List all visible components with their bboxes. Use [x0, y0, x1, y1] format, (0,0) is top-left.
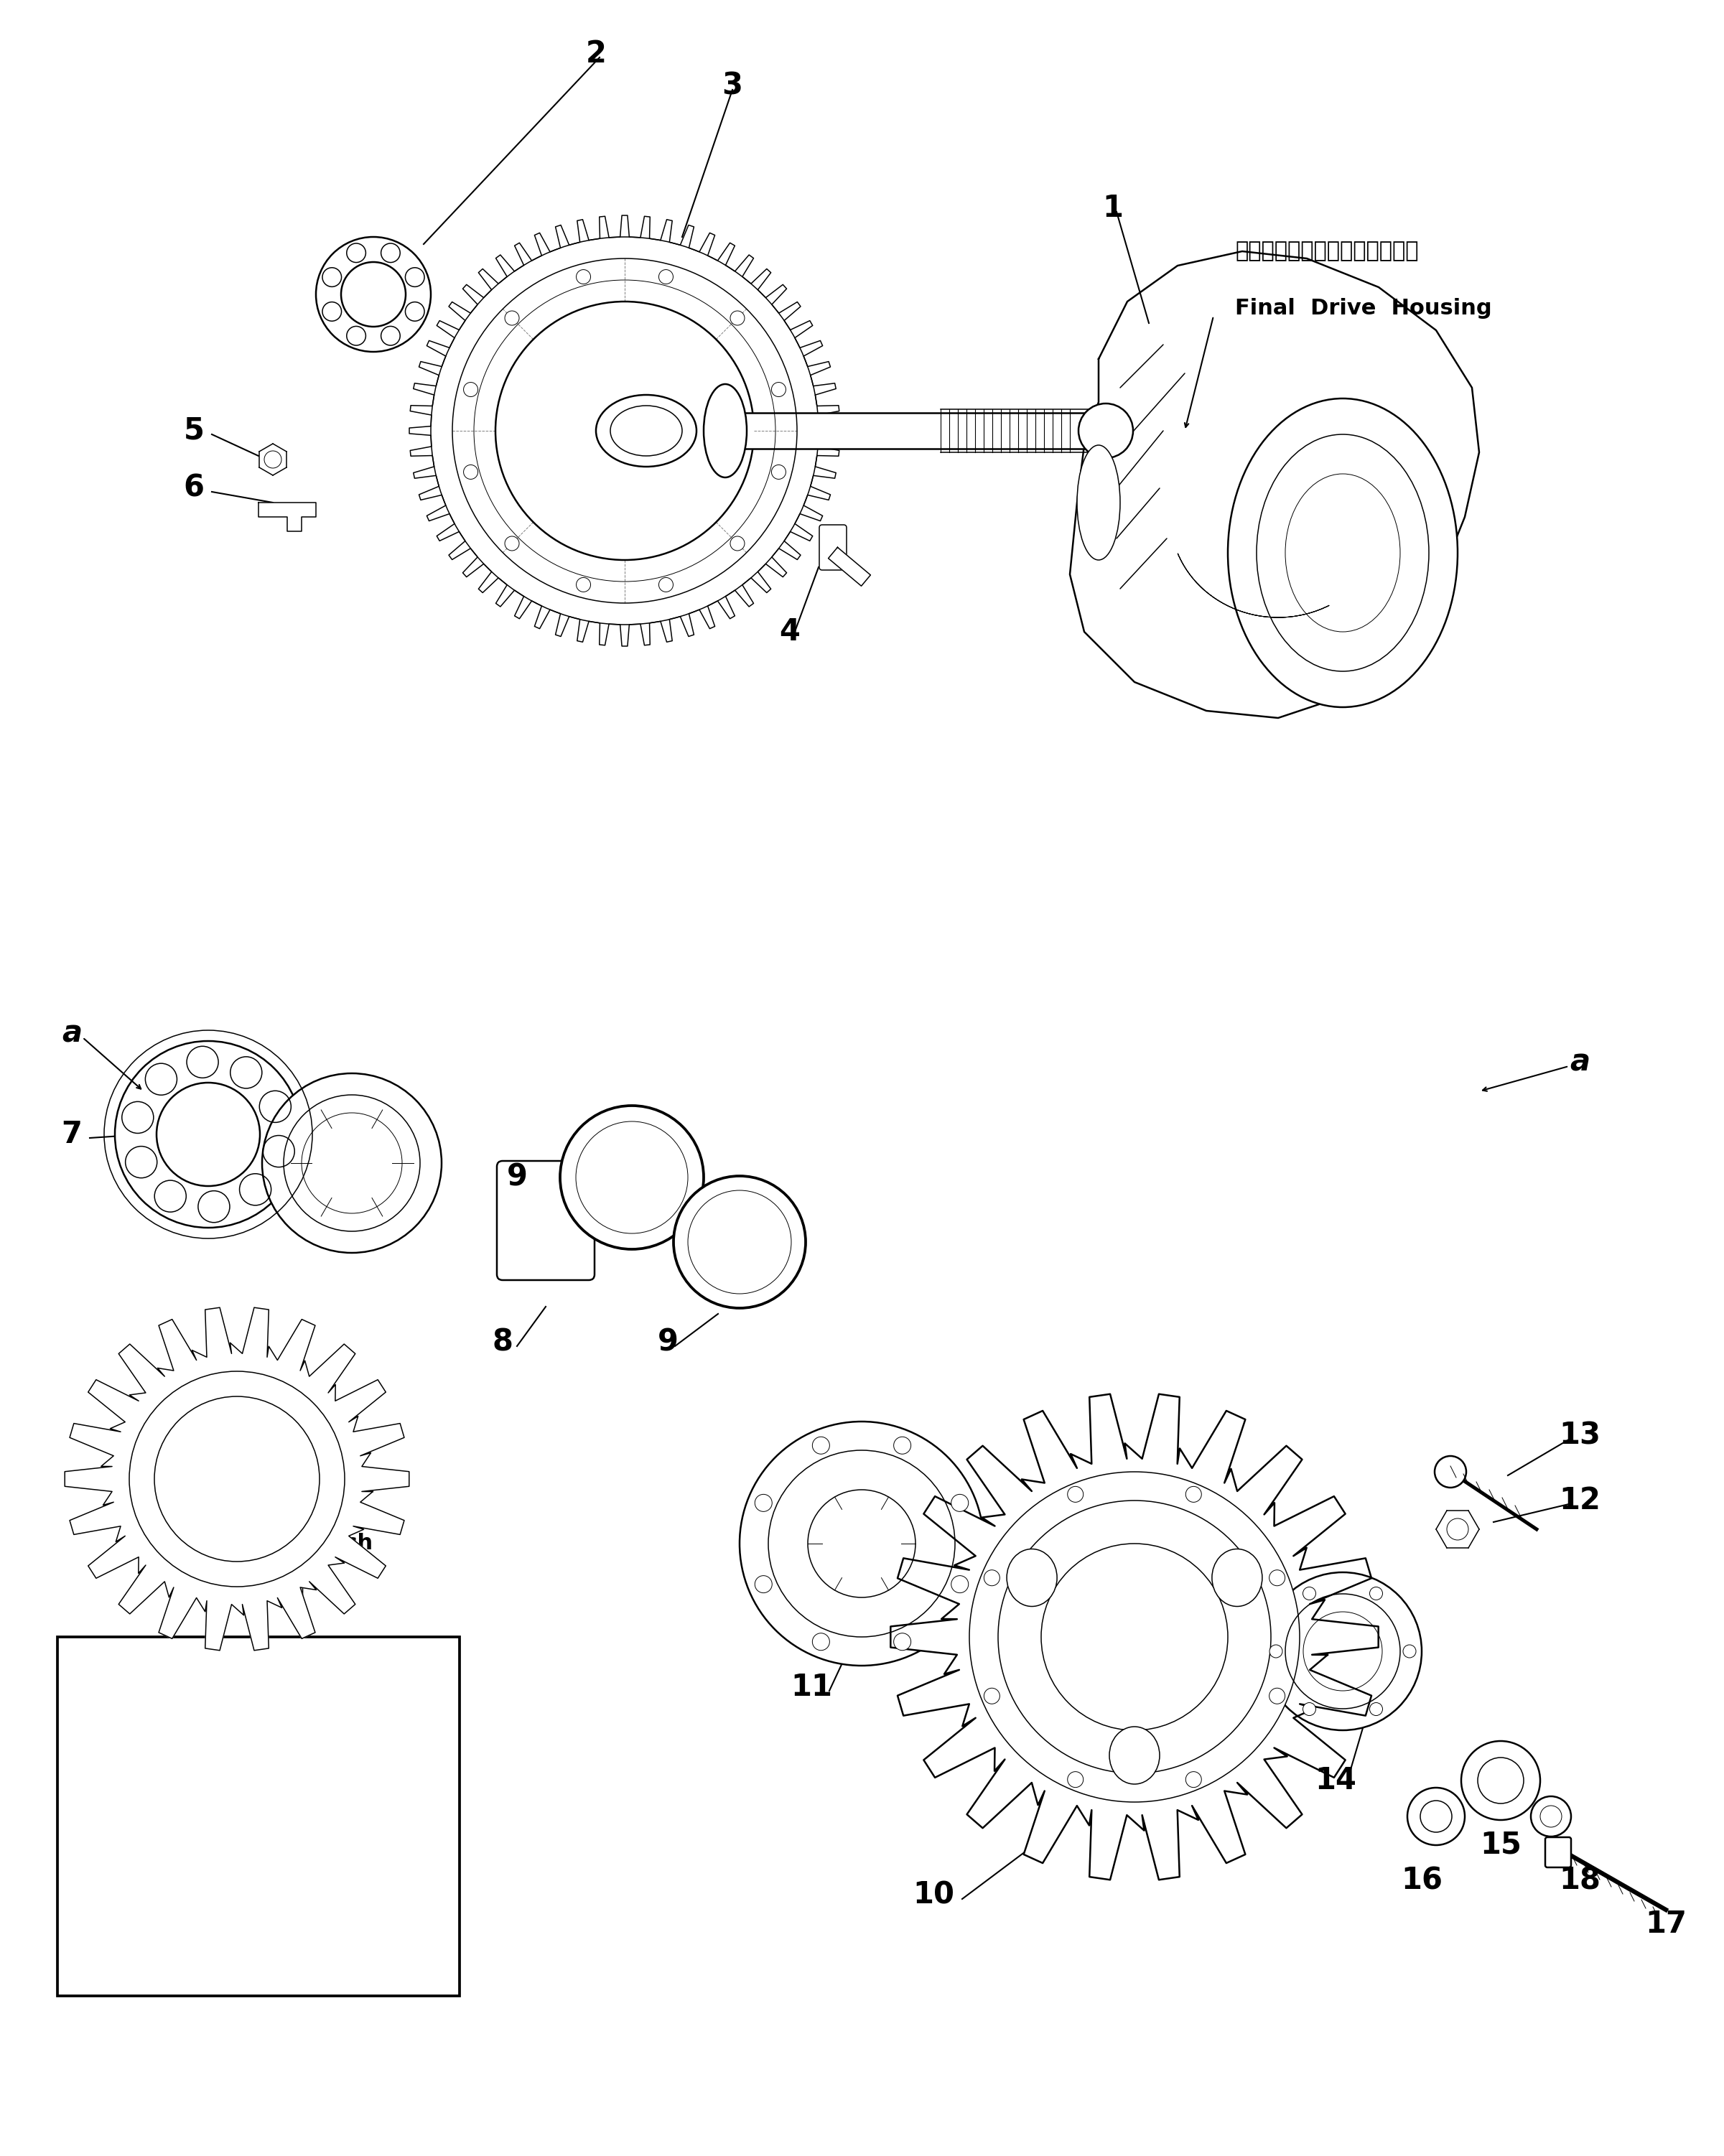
Circle shape: [893, 1632, 910, 1649]
Circle shape: [129, 1371, 345, 1587]
Text: a: a: [62, 1020, 83, 1050]
Text: Tooth  With  Notch: Tooth With Notch: [145, 1533, 372, 1554]
Text: 10: 10: [88, 1651, 128, 1680]
Text: 歯部きり欠き付: 歯部きり欠き付: [212, 1580, 305, 1600]
Text: 14: 14: [1315, 1766, 1357, 1796]
Circle shape: [116, 1041, 302, 1227]
Circle shape: [1079, 403, 1133, 457]
Circle shape: [659, 578, 672, 593]
Ellipse shape: [1078, 444, 1121, 561]
Circle shape: [731, 310, 745, 326]
Circle shape: [1186, 1485, 1202, 1503]
Circle shape: [1531, 1796, 1571, 1837]
Circle shape: [731, 537, 745, 550]
Circle shape: [755, 1576, 772, 1593]
Text: 18: 18: [1558, 1865, 1600, 1895]
Circle shape: [812, 1632, 829, 1649]
Circle shape: [1369, 1587, 1383, 1600]
Circle shape: [755, 1494, 772, 1511]
Circle shape: [1067, 1772, 1083, 1787]
Ellipse shape: [597, 395, 696, 466]
Circle shape: [495, 302, 753, 561]
Text: 4: 4: [779, 617, 800, 647]
FancyBboxPatch shape: [57, 1636, 460, 1996]
Ellipse shape: [1212, 1548, 1262, 1606]
Circle shape: [984, 1688, 1000, 1703]
Circle shape: [1269, 1570, 1284, 1587]
Circle shape: [1269, 1645, 1283, 1658]
Text: 3: 3: [722, 71, 743, 101]
Circle shape: [659, 270, 672, 285]
Ellipse shape: [1007, 1548, 1057, 1606]
Polygon shape: [66, 1307, 409, 1651]
Circle shape: [315, 237, 431, 351]
Text: 8: 8: [493, 1328, 514, 1358]
Circle shape: [157, 1082, 260, 1186]
Text: a: a: [1569, 1048, 1590, 1078]
Circle shape: [740, 1421, 984, 1667]
Circle shape: [1186, 1772, 1202, 1787]
Circle shape: [984, 1570, 1000, 1587]
Circle shape: [576, 578, 591, 593]
Text: 9: 9: [657, 1328, 678, 1358]
Polygon shape: [891, 1395, 1379, 1880]
Text: ファイナルドライブハウジング: ファイナルドライブハウジング: [1234, 241, 1419, 261]
Circle shape: [1407, 1787, 1465, 1846]
Text: 10: 10: [912, 1880, 955, 1910]
FancyBboxPatch shape: [497, 1160, 595, 1281]
Circle shape: [1067, 1485, 1083, 1503]
Text: Final  Drive  Housing: Final Drive Housing: [1234, 298, 1491, 319]
Text: 12: 12: [1558, 1485, 1600, 1516]
Text: 16: 16: [1402, 1865, 1443, 1895]
Circle shape: [969, 1473, 1300, 1802]
Circle shape: [262, 1074, 441, 1253]
Circle shape: [464, 382, 478, 397]
Polygon shape: [828, 548, 871, 586]
Polygon shape: [259, 502, 315, 530]
Circle shape: [505, 310, 519, 326]
Circle shape: [952, 1576, 969, 1593]
Circle shape: [464, 466, 478, 479]
Circle shape: [1462, 1742, 1540, 1820]
Circle shape: [952, 1494, 969, 1511]
Text: 7: 7: [62, 1119, 83, 1149]
Circle shape: [505, 537, 519, 550]
FancyBboxPatch shape: [819, 524, 846, 569]
Circle shape: [1264, 1572, 1422, 1731]
Circle shape: [1434, 1455, 1465, 1488]
FancyBboxPatch shape: [1545, 1837, 1571, 1867]
Circle shape: [1303, 1587, 1315, 1600]
Text: 9: 9: [507, 1162, 528, 1192]
Text: 1: 1: [1103, 194, 1124, 224]
Text: 17: 17: [1645, 1908, 1686, 1938]
Polygon shape: [409, 216, 840, 647]
Circle shape: [576, 270, 591, 285]
Text: 13: 13: [1558, 1421, 1600, 1451]
Circle shape: [1303, 1703, 1315, 1716]
Circle shape: [1403, 1645, 1415, 1658]
Ellipse shape: [1109, 1727, 1160, 1785]
Circle shape: [560, 1106, 703, 1248]
Text: 5: 5: [183, 416, 203, 446]
Ellipse shape: [703, 384, 746, 476]
Ellipse shape: [1227, 399, 1457, 707]
Circle shape: [812, 1436, 829, 1453]
Polygon shape: [1071, 252, 1479, 718]
Circle shape: [341, 263, 405, 328]
Text: 11: 11: [791, 1673, 833, 1703]
Text: 2: 2: [586, 39, 607, 69]
Circle shape: [1269, 1688, 1284, 1703]
Circle shape: [409, 216, 840, 647]
Circle shape: [1369, 1703, 1383, 1716]
Circle shape: [674, 1175, 805, 1309]
Text: 6: 6: [183, 472, 203, 502]
Circle shape: [771, 382, 786, 397]
Text: 15: 15: [1479, 1830, 1522, 1861]
Circle shape: [893, 1436, 910, 1453]
Circle shape: [771, 466, 786, 479]
